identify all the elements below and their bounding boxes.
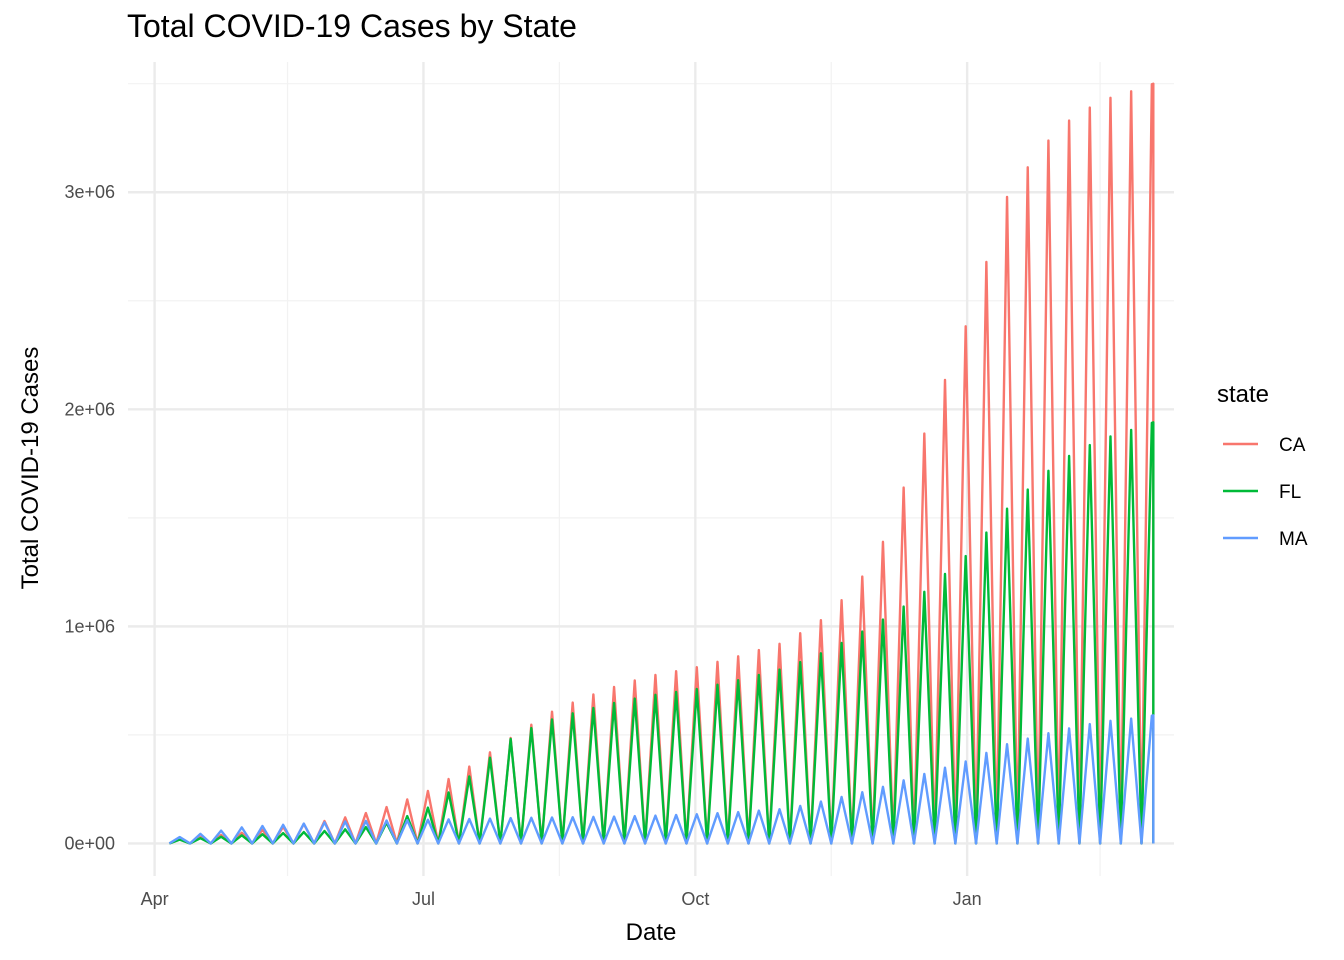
x-axis-title: Date xyxy=(626,919,677,946)
y-tick-label: 3e+06 xyxy=(64,182,115,202)
legend-title: state xyxy=(1217,381,1269,408)
y-tick-label: 2e+06 xyxy=(64,399,115,419)
x-tick-label: Jan xyxy=(953,889,982,909)
legend: state CA FL MA xyxy=(1217,381,1308,550)
legend-label-ma: MA xyxy=(1279,529,1308,550)
series-line-ma xyxy=(168,714,1155,845)
x-tick-label: Oct xyxy=(681,889,709,909)
series-line-ca xyxy=(168,82,1155,845)
series-line-fl xyxy=(168,421,1155,845)
x-tick-label: Jul xyxy=(412,889,435,909)
y-axis-title: Total COVID-19 Cases xyxy=(17,347,44,590)
y-tick-label: 1e+06 xyxy=(64,616,115,636)
x-tick-labels: Apr Jul Oct Jan xyxy=(141,889,982,909)
major-gridlines xyxy=(128,62,1174,876)
y-tick-labels: 0e+00 1e+06 2e+06 3e+06 xyxy=(64,182,115,853)
chart-title: Total COVID-19 Cases by State xyxy=(127,8,577,44)
minor-gridlines xyxy=(128,62,1174,876)
legend-label-fl: FL xyxy=(1279,482,1301,503)
legend-label-ca: CA xyxy=(1279,435,1306,456)
series-lines xyxy=(168,82,1155,845)
y-tick-label: 0e+00 xyxy=(64,833,115,853)
x-tick-label: Apr xyxy=(141,889,169,909)
